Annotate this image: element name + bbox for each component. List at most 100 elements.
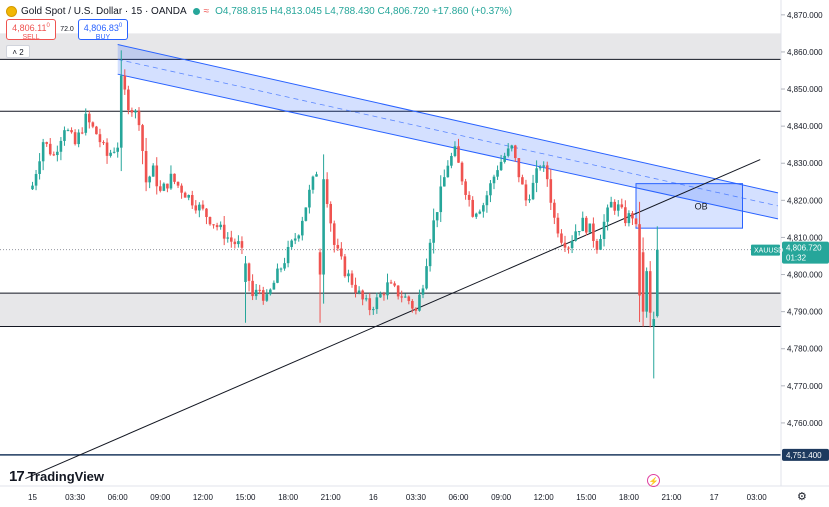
- candle-body-52: [215, 225, 219, 228]
- candle-body-124: [471, 199, 474, 217]
- candle-body-59: [240, 241, 244, 248]
- candle-body-157: [588, 223, 592, 233]
- candle-body-37: [162, 183, 166, 191]
- x-tick-label-2: 06:00: [108, 493, 129, 502]
- candle-body-174: [648, 271, 652, 313]
- candle-body-17: [91, 122, 95, 127]
- candle-body-76: [301, 220, 304, 236]
- candle-body-18: [95, 126, 98, 135]
- zone-1[interactable]: [0, 293, 781, 327]
- candle-body-12: [73, 132, 77, 145]
- symbol-title[interactable]: Gold Spot / U.S. Dollar · 15 · OANDA: [21, 5, 187, 17]
- candle-body-127: [482, 205, 485, 212]
- candle-body-56: [230, 237, 233, 242]
- gear-icon[interactable]: ⚙: [797, 491, 807, 503]
- y-tick-label-2: 4,850.000: [787, 85, 823, 94]
- candle-body-152: [570, 240, 574, 249]
- candle-body-155: [581, 217, 585, 232]
- candle-body-50: [208, 217, 212, 225]
- candle-body-83: [325, 179, 329, 204]
- candle-body-118: [450, 155, 453, 166]
- candle-body-101: [389, 282, 393, 284]
- candle-body-102: [393, 283, 396, 286]
- lightning-icon[interactable]: ⚡: [647, 474, 660, 487]
- candle-body-43: [183, 192, 187, 198]
- candle-body-161: [602, 221, 606, 240]
- candle-body-75: [297, 235, 301, 239]
- channel-upper[interactable]: [117, 44, 779, 194]
- candle-body-22: [109, 152, 112, 156]
- candle-body-82: [322, 179, 325, 275]
- candle-body-40: [173, 173, 176, 182]
- ohlc-values: O4,788.815 H4,813.045 L4,788.430 C4,806.…: [215, 5, 513, 17]
- sell-button[interactable]: 4,806.110 SELL: [6, 19, 56, 41]
- candle-body-122: [464, 181, 467, 195]
- candle-body-14: [80, 132, 84, 134]
- candle-body-29: [134, 110, 137, 113]
- candle-body-24: [116, 147, 119, 152]
- candle-body-123: [467, 194, 471, 200]
- candle-body-67: [269, 289, 272, 295]
- compare-icon[interactable]: ≈: [203, 5, 210, 17]
- sell-price-sup: 0: [46, 23, 50, 29]
- time-axis[interactable]: 15 03:30 06:00 09:00 12:00 15:00 18:00 21:00 16 0…: [0, 485, 829, 502]
- chevron-up-icon: ˄: [12, 48, 17, 57]
- candle-body-110: [421, 288, 425, 295]
- candle-body-26: [123, 75, 127, 90]
- x-tick-label-5: 15:00: [235, 493, 256, 502]
- candle-body-126: [478, 211, 482, 214]
- spread-value: 72.0: [60, 26, 74, 33]
- candle-body-8: [59, 140, 63, 152]
- descending-channel[interactable]: [117, 44, 779, 220]
- candle-body-21: [105, 142, 109, 156]
- candle-body-57: [233, 241, 237, 245]
- chart-header: Gold Spot / U.S. Dollar · 15 · OANDA ≈ O…: [6, 3, 512, 19]
- x-tick-label-4: 12:00: [193, 493, 214, 502]
- y-tick-label-1: 4,860.000: [787, 48, 823, 57]
- candle-body-154: [577, 231, 581, 233]
- candle-body-13: [77, 132, 80, 145]
- candle-body-58: [237, 241, 240, 245]
- price-axis[interactable]: 4,870.000 4,860.000 4,850.000 4,840.000 4,83…: [780, 0, 823, 486]
- buy-label: BUY: [95, 34, 111, 41]
- candle-body-7: [56, 151, 59, 156]
- symbol-tag-label: XAUUSD: [754, 248, 783, 255]
- candle-body-169: [631, 213, 634, 219]
- candle-body-173: [645, 271, 648, 312]
- candle-body-112: [428, 242, 432, 267]
- ascending-trendline[interactable]: [25, 159, 761, 480]
- candle-body-9: [63, 130, 66, 141]
- candle-body-47: [198, 204, 201, 211]
- y-tick-label-3: 4,840.000: [787, 122, 823, 131]
- channel-lower[interactable]: [117, 73, 779, 220]
- candle-body-143: [538, 166, 542, 169]
- zone-0[interactable]: [0, 33, 781, 60]
- candle-body-10: [66, 130, 70, 132]
- candle-body-41: [176, 181, 180, 186]
- x-tick-label-3: 09:00: [150, 493, 171, 502]
- candle-body-88: [343, 256, 347, 277]
- candle-body-148: [556, 217, 560, 234]
- y-tick-label-10: 4,770.000: [787, 382, 823, 391]
- buy-price-sup: 0: [118, 23, 123, 29]
- current-price-countdown: 01:32: [786, 254, 807, 263]
- tradingview-logo[interactable]: 17 TradingView: [9, 468, 104, 485]
- candle-body-2: [38, 161, 41, 174]
- candle-body-20: [102, 142, 105, 144]
- x-tick-label-0: 15: [28, 493, 37, 502]
- candle-body-86: [336, 244, 340, 249]
- collapse-count: 2: [19, 48, 24, 57]
- candle-body-145: [545, 165, 549, 180]
- indicator-collapse-button[interactable]: ˄ 2: [6, 45, 30, 58]
- candle-body-68: [272, 282, 276, 290]
- candle-body-151: [567, 247, 570, 249]
- current-price-tag: [782, 241, 829, 264]
- trendline[interactable]: [25, 159, 761, 480]
- candle-body-164: [613, 201, 616, 211]
- candle-body-94: [364, 298, 368, 300]
- candle-body-133: [503, 155, 506, 162]
- candle-body-147: [553, 202, 556, 218]
- ob-label: OB: [695, 202, 708, 212]
- buy-button[interactable]: 4,806.830 BUY: [78, 19, 128, 41]
